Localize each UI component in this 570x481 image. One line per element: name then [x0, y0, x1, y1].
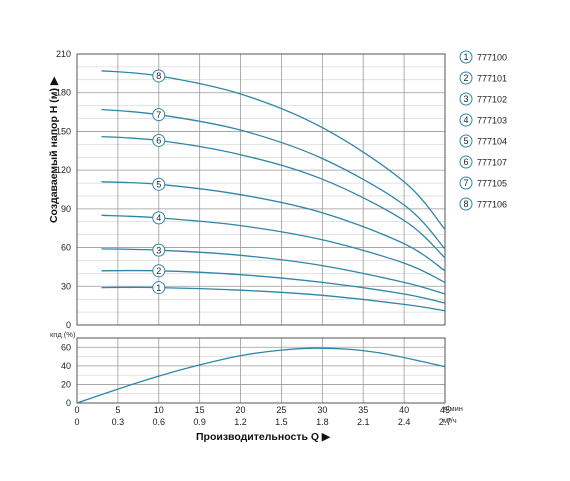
head-y-tick-label: 210: [56, 49, 71, 59]
x-lpm-tick-label: 40: [399, 405, 409, 415]
x-lpm-tick-label: 15: [195, 405, 205, 415]
legend-badge-circle: [459, 71, 473, 85]
x-axis-label: Производительность Q ▶: [196, 431, 331, 443]
x-m3h-tick-label: 0: [74, 417, 79, 427]
curve-badge-number: 8: [156, 71, 161, 81]
head-y-tick-label: 150: [56, 126, 71, 136]
x-m3h-tick-label: 1.2: [234, 417, 247, 427]
head-y-tick-label: 0: [66, 320, 71, 330]
x-m3h-tick-label: 0.9: [193, 417, 206, 427]
legend-badge-number: 3: [463, 94, 468, 104]
curve-badge-number: 2: [156, 266, 161, 276]
legend-badge-number: 6: [463, 157, 468, 167]
efficiency-axis-label: кпд (%): [50, 330, 76, 339]
head-y-tick-label: 180: [56, 88, 71, 98]
legend-item-label: 777105: [477, 178, 507, 188]
head-axis-label: Создаваемый напор Н (м) ▶: [48, 76, 60, 223]
x-lpm-tick-label: 35: [358, 405, 368, 415]
legend-badge-number: 7: [463, 178, 468, 188]
legend-item-label: 777106: [477, 199, 507, 209]
legend-badge-number: 1: [463, 52, 468, 62]
curve-badge-circle: [152, 264, 166, 278]
head-plot-frame: [76, 53, 446, 326]
x-m3h-tick-label: 0.6: [153, 417, 166, 427]
x-m3h-tick-label: 1.5: [275, 417, 288, 427]
efficiency-curve: [76, 347, 446, 404]
legend-item-label: 777102: [477, 94, 507, 104]
curve-badge-circle: [152, 133, 166, 147]
x-m3h-tick-label: 2.4: [398, 417, 411, 427]
x-m3h-tick-label: 0.3: [112, 417, 125, 427]
legend-badge-number: 4: [463, 115, 468, 125]
head-curve-777104: [101, 181, 446, 272]
legend-badge-circle: [459, 92, 473, 106]
eff-plot-frame: [76, 337, 446, 404]
legend-item-label: 777100: [477, 52, 507, 62]
flow-m3h-unit: м³/ч: [443, 416, 457, 425]
legend-item-label: 777104: [477, 136, 507, 146]
curve-badge-number: 6: [156, 136, 161, 146]
curve-badge-circle: [152, 69, 166, 83]
x-lpm-tick-label: 30: [317, 405, 327, 415]
legend-badge-number: 5: [463, 136, 468, 146]
legend-badge-circle: [459, 113, 473, 127]
legend-badge-circle: [459, 176, 473, 190]
head-curve-777105: [101, 108, 446, 250]
legend-badge-circle: [459, 134, 473, 148]
head-y-tick-label: 30: [61, 281, 71, 291]
curve-badge-circle: [152, 281, 166, 295]
eff-y-tick-label: 60: [61, 342, 71, 352]
legend-item-label: 777103: [477, 115, 507, 125]
curve-badge-circle: [152, 177, 166, 191]
x-m3h-tick-label: 2.1: [357, 417, 370, 427]
eff-y-tick-label: 40: [61, 361, 71, 371]
curve-badge-number: 1: [156, 283, 161, 293]
curve-badge-circle: [152, 211, 166, 225]
legend-badge-circle: [459, 155, 473, 169]
legend-badge-number: 8: [463, 199, 468, 209]
x-lpm-tick-label: 10: [154, 405, 164, 415]
curve-badge-circle: [152, 243, 166, 257]
legend: 1 777100 2 777101 3 777102 4 777103 5 777104 6 7771…: [459, 50, 507, 211]
head-curve-777106: [101, 70, 446, 230]
curve-badge-number: 5: [156, 180, 161, 190]
efficiency-chart-grid: [76, 337, 446, 404]
x-lpm-tick-label: 5: [115, 405, 120, 415]
head-curves: 1 2 3 4 5 6 7 8: [101, 69, 446, 312]
efficiency-line: [76, 347, 446, 404]
head-y-tick-label: 60: [61, 243, 71, 253]
legend-badge-circle: [459, 197, 473, 211]
eff-y-tick-label: 0: [66, 398, 71, 408]
legend-item-label: 777107: [477, 157, 507, 167]
curve-badge-circle: [152, 108, 166, 122]
legend-badge-circle: [459, 50, 473, 64]
legend-item-label: 777101: [477, 73, 507, 83]
flow-lpm-unit: л/мин: [443, 404, 463, 413]
head-y-tick-label: 90: [61, 204, 71, 214]
eff-y-tick-label: 20: [61, 379, 71, 389]
legend-badge-number: 2: [463, 73, 468, 83]
x-m3h-tick-label: 2.7: [439, 417, 452, 427]
x-lpm-tick-label: 20: [236, 405, 246, 415]
x-lpm-tick-label: 0: [74, 405, 79, 415]
curve-badge-number: 3: [156, 245, 161, 255]
curve-badge-number: 7: [156, 110, 161, 120]
x-m3h-tick-label: 1.8: [316, 417, 329, 427]
curve-badge-number: 4: [156, 213, 161, 223]
head-y-tick-label: 120: [56, 165, 71, 175]
head-chart-grid: [76, 53, 446, 326]
x-lpm-tick-label: 45: [440, 405, 450, 415]
x-lpm-tick-label: 25: [276, 405, 286, 415]
